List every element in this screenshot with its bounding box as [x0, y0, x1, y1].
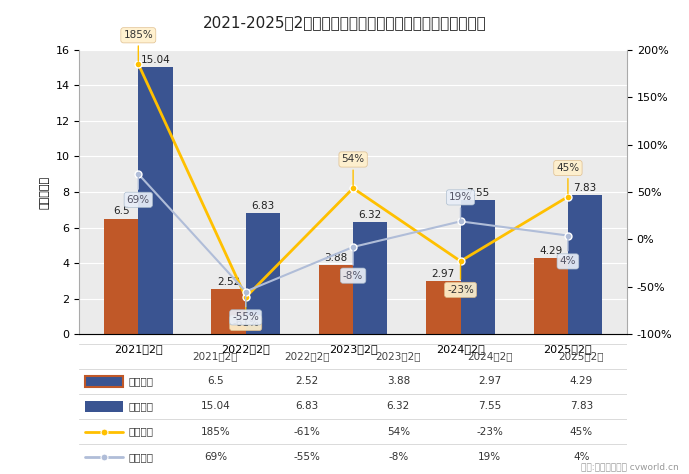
Text: 4.29: 4.29: [570, 376, 593, 386]
Text: 7.83: 7.83: [570, 401, 593, 411]
Text: 累计增幅: 累计增幅: [129, 452, 154, 462]
Text: -8%: -8%: [343, 250, 363, 281]
Text: 7.55: 7.55: [466, 188, 489, 198]
Bar: [426, 282, 460, 334]
Bar: [319, 265, 353, 334]
Text: 2023年2月: 2023年2月: [376, 351, 421, 361]
Text: 185%: 185%: [200, 427, 230, 437]
Text: -23%: -23%: [447, 264, 474, 295]
Text: 69%: 69%: [127, 177, 150, 205]
Bar: [104, 219, 138, 334]
Text: 2.52: 2.52: [217, 277, 240, 287]
Text: 54%: 54%: [342, 155, 364, 185]
Text: 2025年2月: 2025年2月: [559, 351, 604, 361]
Text: 累计销量: 累计销量: [129, 401, 154, 411]
FancyBboxPatch shape: [85, 401, 123, 412]
Bar: [568, 195, 602, 334]
Text: 6.32: 6.32: [387, 401, 410, 411]
Text: 6.83: 6.83: [295, 401, 318, 411]
Text: 2021年2月: 2021年2月: [193, 351, 238, 361]
Text: -61%: -61%: [294, 427, 320, 437]
Y-axis label: 单位：万辆: 单位：万辆: [40, 175, 50, 209]
Text: 15.04: 15.04: [200, 401, 230, 411]
Text: -61%: -61%: [232, 300, 259, 328]
Text: 2024年2月: 2024年2月: [467, 351, 513, 361]
Text: 6.5: 6.5: [207, 376, 224, 386]
Bar: [460, 200, 495, 334]
Text: 7.55: 7.55: [478, 401, 502, 411]
Text: 69%: 69%: [204, 452, 227, 462]
Text: 4.29: 4.29: [539, 246, 562, 256]
Text: 当月销量: 当月销量: [129, 376, 154, 386]
Text: 2021-2025年2月牢引车市场销量及增幅走势（单位：万辆）: 2021-2025年2月牢引车市场销量及增幅走势（单位：万辆）: [203, 15, 486, 30]
Text: -8%: -8%: [388, 452, 409, 462]
Bar: [533, 258, 568, 334]
Text: 2.97: 2.97: [432, 269, 455, 279]
Bar: [212, 289, 246, 334]
Text: 45%: 45%: [556, 163, 579, 194]
Text: 同比增幅: 同比增幅: [129, 427, 154, 437]
Bar: [246, 213, 280, 334]
Text: -23%: -23%: [476, 427, 503, 437]
Text: 4%: 4%: [573, 452, 590, 462]
Bar: [138, 67, 173, 334]
Text: -55%: -55%: [232, 294, 259, 322]
Text: 19%: 19%: [449, 192, 472, 219]
Text: 制图:第一商用车网 cvworld.cn: 制图:第一商用车网 cvworld.cn: [581, 463, 679, 472]
Text: 2.97: 2.97: [478, 376, 502, 386]
Text: 3.88: 3.88: [387, 376, 410, 386]
Text: 185%: 185%: [123, 30, 153, 61]
Text: 6.5: 6.5: [113, 207, 130, 217]
FancyBboxPatch shape: [85, 376, 123, 387]
Text: 3.88: 3.88: [325, 253, 347, 263]
Text: 2.52: 2.52: [295, 376, 318, 386]
Text: 19%: 19%: [478, 452, 502, 462]
Bar: [353, 222, 387, 334]
Text: 7.83: 7.83: [573, 183, 597, 193]
Text: 6.83: 6.83: [251, 201, 274, 210]
Text: 2022年2月: 2022年2月: [284, 351, 329, 361]
Text: 45%: 45%: [570, 427, 593, 437]
Text: 6.32: 6.32: [359, 210, 382, 220]
Text: -55%: -55%: [294, 452, 320, 462]
Text: 4%: 4%: [559, 238, 576, 266]
Text: 15.04: 15.04: [141, 55, 170, 65]
Text: 54%: 54%: [387, 427, 410, 437]
